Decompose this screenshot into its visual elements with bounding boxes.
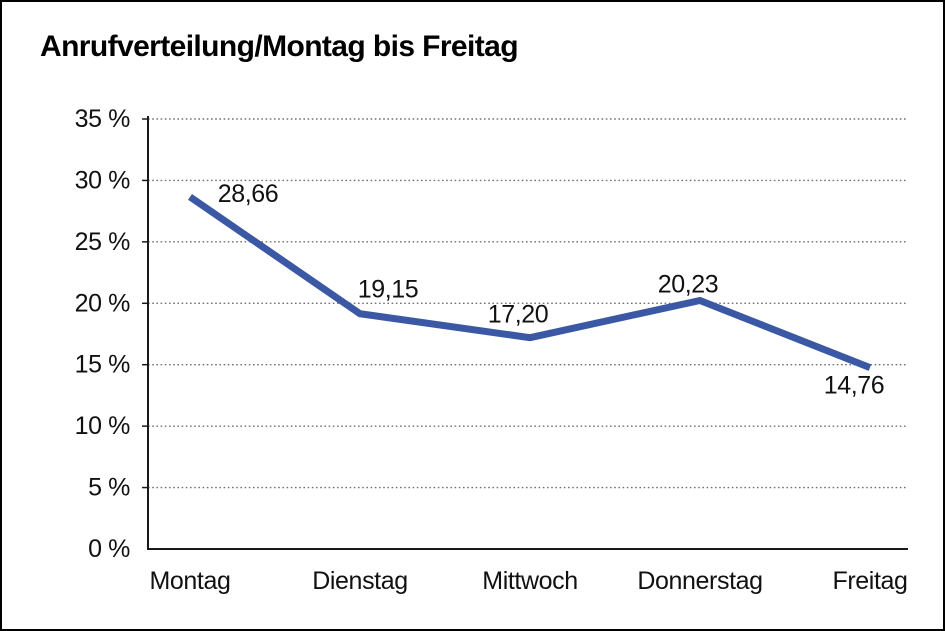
- y-axis-label: 5 %: [88, 474, 130, 502]
- data-point-label: 28,66: [218, 180, 279, 208]
- y-axis-label: 30 %: [75, 166, 131, 194]
- y-axis-label: 20 %: [75, 289, 131, 317]
- chart-title: Anrufverteilung/Montag bis Freitag: [40, 30, 519, 63]
- x-axis-label: Donnerstag: [637, 567, 762, 595]
- data-point-label: 20,23: [658, 270, 719, 298]
- y-axis-label: 25 %: [75, 228, 131, 256]
- x-axis-label: Mittwoch: [482, 567, 577, 595]
- x-axis-label: Montag: [150, 567, 231, 595]
- data-point-label: 19,15: [358, 276, 419, 304]
- y-axis-label: 15 %: [75, 351, 131, 379]
- y-axis-label: 0 %: [88, 535, 130, 563]
- data-point-label: 14,76: [824, 372, 885, 400]
- data-series-line: [188, 194, 872, 371]
- x-axis-label: Dienstag: [312, 567, 407, 595]
- x-axis-label: Freitag: [832, 567, 907, 595]
- data-point-label: 17,20: [488, 301, 549, 329]
- y-axis-label: 10 %: [75, 412, 131, 440]
- y-axis-label: 35 %: [75, 105, 131, 133]
